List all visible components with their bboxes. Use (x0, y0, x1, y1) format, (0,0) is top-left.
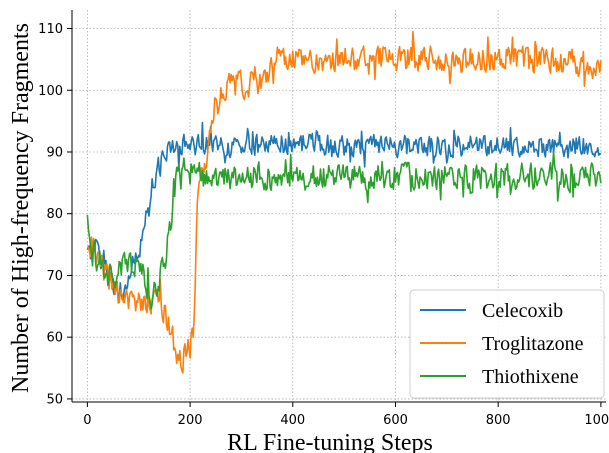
x-tick-label: 400 (280, 413, 305, 428)
y-tick-label: 70 (46, 269, 63, 284)
legend-label: Celecoxib (482, 300, 563, 322)
legend-label: Thiothixene (482, 366, 579, 388)
x-tick-label: 0 (83, 413, 91, 428)
y-tick-label: 90 (46, 145, 63, 160)
legend-frame (409, 289, 605, 399)
series-line-thiothixene (86, 151, 602, 310)
y-tick-label: 100 (38, 84, 63, 99)
legend: Celecoxib Troglitazone Thiothixene (409, 289, 605, 399)
y-ticks: 50 60 70 80 90 100 110 (38, 22, 72, 407)
x-tick-label: 200 (178, 413, 203, 428)
y-tick-label: 80 (46, 207, 63, 222)
legend-label: Troglitazone (482, 333, 584, 355)
y-tick-label: 50 (46, 392, 63, 407)
y-tick-label: 110 (38, 22, 63, 37)
x-tick-label: 800 (486, 413, 511, 428)
x-tick-label: 1000 (584, 413, 609, 428)
x-ticks: 0 200 400 600 800 1000 (83, 402, 609, 428)
y-tick-label: 60 (46, 331, 63, 346)
x-tick-label: 600 (383, 413, 408, 428)
x-axis-title: RL Fine-tuning Steps (227, 430, 433, 453)
series-line-troglitazone (87, 30, 602, 374)
series-lines (86, 30, 602, 374)
y-axis-title: Number of High-frequency Fragments (8, 23, 34, 393)
series-line-celecoxib (86, 121, 602, 301)
legend-entries: Celecoxib Troglitazone Thiothixene (420, 300, 584, 388)
axes (71, 10, 606, 403)
